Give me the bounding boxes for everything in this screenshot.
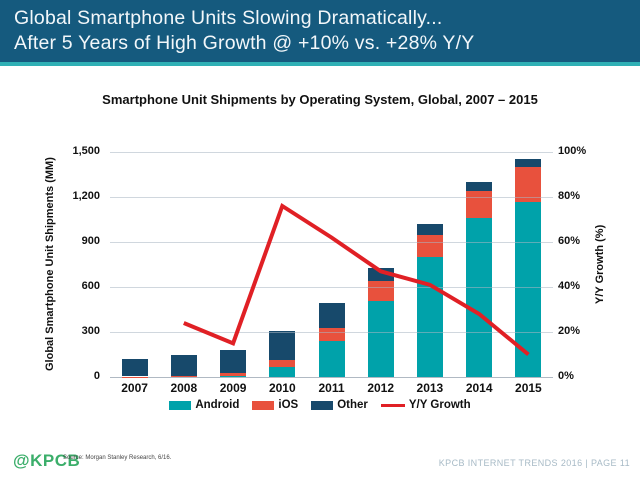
right-axis-tick: 80% xyxy=(558,190,581,202)
bar-segment-other xyxy=(269,331,296,360)
left-axis-tick: 1,200 xyxy=(72,190,100,202)
kpcb-logo: @KPCB xyxy=(13,451,81,470)
bar-segment-android xyxy=(318,341,345,377)
header-title-line1: Global Smartphone Units Slowing Dramatic… xyxy=(14,7,443,29)
left-axis-tick: 900 xyxy=(81,235,100,247)
bar-segment-other xyxy=(121,358,148,377)
legend-swatch-android xyxy=(169,400,192,410)
legend-item-other: Other xyxy=(311,399,368,411)
source-note: Source: Morgan Stanley Research, 6/16. xyxy=(63,455,172,461)
bar-segment-other xyxy=(416,224,443,235)
x-axis-label: 2007 xyxy=(121,381,148,395)
bar-segment-android xyxy=(220,376,247,378)
bar-segment-ios xyxy=(318,327,345,341)
page-footer: KPCB INTERNET TRENDS 2016 | PAGE 11 xyxy=(438,458,630,468)
bar-segment-android xyxy=(367,301,394,378)
bar-segment-android xyxy=(416,257,443,377)
left-axis-tick: 0 xyxy=(93,370,100,382)
header-banner: Global Smartphone Units Slowing Dramatic… xyxy=(0,0,640,62)
x-axis-label: 2011 xyxy=(318,381,345,395)
x-axis-line xyxy=(110,377,553,378)
gridline xyxy=(110,332,553,333)
x-axis-label: 2013 xyxy=(416,381,444,395)
teal-divider xyxy=(0,62,640,66)
legend-label-ios: iOS xyxy=(278,399,299,411)
bar-segment-ios xyxy=(367,281,394,302)
chart-title: Smartphone Unit Shipments by Operating S… xyxy=(102,92,538,107)
legend-swatch-y-y-growth xyxy=(380,403,405,407)
chart-legend: Android iOS Other Y/Y Growth xyxy=(0,399,640,411)
bar-segment-other xyxy=(318,302,345,328)
x-axis-label: 2008 xyxy=(170,381,198,395)
legend-swatch-other xyxy=(311,400,334,410)
gridline xyxy=(110,197,553,198)
bar-segment-android xyxy=(269,366,296,377)
legend-item-ios: iOS xyxy=(252,399,298,411)
x-axis-label: 2010 xyxy=(268,381,296,395)
bar-segment-ios xyxy=(220,372,247,377)
bar-segment-ios xyxy=(170,375,197,377)
bar-segment-other xyxy=(466,182,493,191)
right-axis-tick: 40% xyxy=(558,280,581,292)
bar-segment-android xyxy=(515,201,542,377)
x-axis-label: 2009 xyxy=(219,381,247,395)
left-axis-tick: 1,500 xyxy=(72,145,100,157)
bar-segment-ios xyxy=(515,167,542,202)
bar-segment-ios xyxy=(466,191,493,218)
bar-segment-other xyxy=(367,268,394,282)
x-axis-label: 2014 xyxy=(465,381,493,395)
left-axis-tick: 600 xyxy=(81,280,100,292)
bar-segment-other xyxy=(515,158,542,168)
bar-segment-ios xyxy=(416,234,443,257)
right-axis-tick: 60% xyxy=(558,235,581,247)
legend-label-other: Other xyxy=(337,399,368,411)
legend-label-y-y-growth: Y/Y Growth xyxy=(408,399,471,411)
left-axis-tick: 300 xyxy=(81,325,100,337)
right-axis-tick: 20% xyxy=(558,325,581,337)
legend-item-android: Android xyxy=(169,399,239,411)
bar-segment-other xyxy=(220,350,247,373)
x-axis-label: 2015 xyxy=(515,381,542,395)
bar-segment-ios xyxy=(269,359,296,367)
legend-swatch-ios xyxy=(252,400,275,410)
right-axis-tick: 0% xyxy=(558,370,574,382)
header-title-line2: After 5 Years of High Growth @ +10% vs. … xyxy=(14,32,475,54)
legend-label-android: Android xyxy=(195,399,240,411)
legend-item-y-y-growth: Y/Y Growth xyxy=(380,399,471,411)
x-axis-label: 2012 xyxy=(367,381,395,395)
gridline xyxy=(110,242,553,243)
gridline xyxy=(110,287,553,288)
gridline xyxy=(110,152,553,153)
bar-segment-other xyxy=(170,354,197,376)
right-axis-tick: 100% xyxy=(558,145,587,157)
